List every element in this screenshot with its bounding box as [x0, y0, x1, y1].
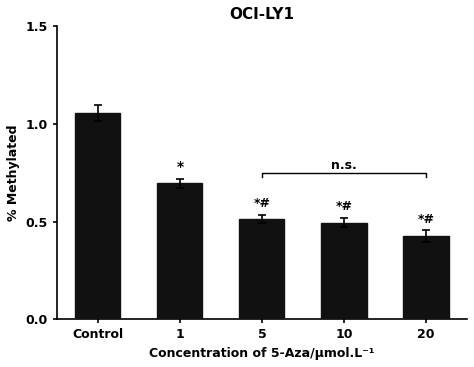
Bar: [321, 223, 366, 319]
Title: OCI-LY1: OCI-LY1: [229, 7, 294, 22]
X-axis label: Concentration of 5-Aza/μmol.L⁻¹: Concentration of 5-Aza/μmol.L⁻¹: [149, 347, 374, 360]
Bar: [75, 113, 120, 319]
Bar: [239, 219, 284, 319]
Bar: [157, 184, 202, 319]
Text: n.s.: n.s.: [331, 159, 357, 172]
Bar: [403, 236, 448, 319]
Text: *#: *#: [336, 200, 353, 213]
Text: *: *: [176, 160, 183, 174]
Y-axis label: % Methylated: % Methylated: [7, 124, 20, 221]
Text: *#: *#: [418, 212, 435, 226]
Text: *#: *#: [254, 197, 270, 210]
